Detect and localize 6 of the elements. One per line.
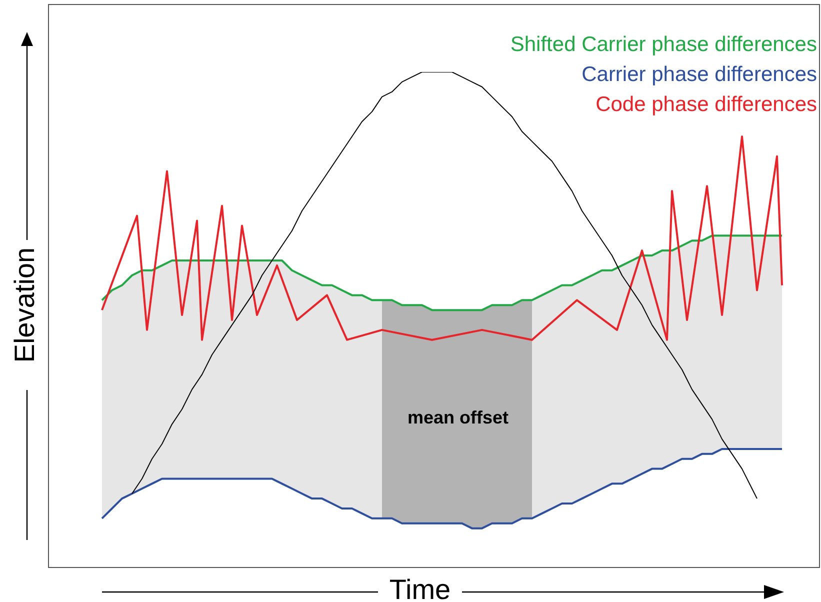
x-axis-title: Time xyxy=(389,574,451,602)
text: Code phase differences xyxy=(596,93,817,117)
y-axis-title: Elevation xyxy=(9,247,41,363)
annotation: mean offset xyxy=(407,407,509,428)
text: Carrier phase differences xyxy=(582,63,817,87)
text: Shifted Carrier phase differences xyxy=(510,33,817,57)
